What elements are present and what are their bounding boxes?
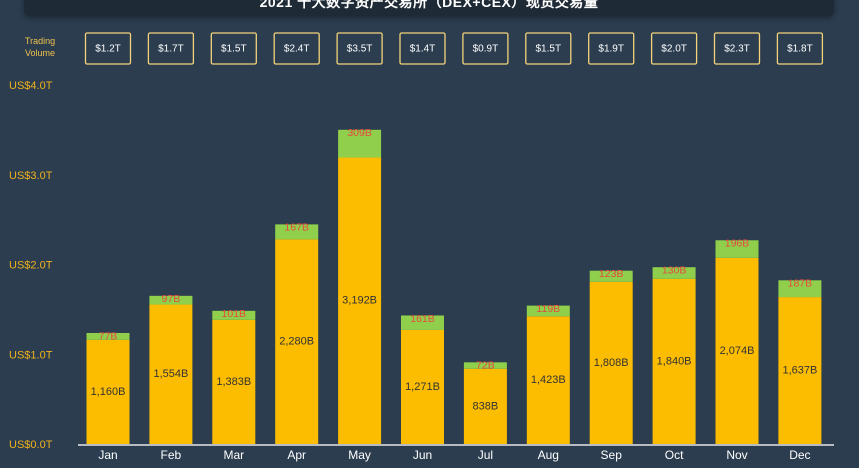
bar-value-label: 1,423B xyxy=(531,374,566,386)
bar-value-label: 838B xyxy=(473,400,499,412)
bar-top-value-label: 167B xyxy=(284,222,309,234)
trading-volume-box xyxy=(650,32,698,65)
bar-segment-main xyxy=(463,368,507,444)
bar-segment-main xyxy=(275,239,319,444)
trading-volume-box xyxy=(776,32,824,65)
trading-volume-box xyxy=(525,32,572,65)
bar-top-value-label: 72B xyxy=(476,360,495,372)
bar-top-value-label: 196B xyxy=(725,238,750,250)
y-tick-label: US$1.0T xyxy=(9,349,53,361)
trading-volume-box xyxy=(336,32,383,65)
trading-volume-box xyxy=(273,32,320,65)
trading-volume-value: $2.3T xyxy=(724,44,750,55)
bar-value-label: 1,554B xyxy=(153,368,188,380)
trading-volume-box xyxy=(588,32,635,65)
bar-value-label: 2,074B xyxy=(720,345,755,357)
bar-top-value-label: 77B xyxy=(99,330,118,342)
bar-value-label: 1,271B xyxy=(405,381,440,393)
bar-segment-top xyxy=(86,332,130,340)
trading-volume-value: $1.5T xyxy=(221,44,247,55)
trading-volume-value: $0.9T xyxy=(473,44,499,55)
bar-top-value-label: 130B xyxy=(662,264,687,276)
bar-value-label: 1,160B xyxy=(91,386,126,398)
bar-segment-main xyxy=(778,297,822,444)
trading-volume-box xyxy=(713,32,761,65)
bar-top-value-label: 119B xyxy=(536,303,560,315)
x-tick-label: Jan xyxy=(98,448,117,462)
bar-segment-main xyxy=(526,316,570,444)
bar-segment-main xyxy=(401,329,444,444)
trading-volume-value: $2.4T xyxy=(284,44,310,55)
bar-segment-main xyxy=(338,157,382,444)
y-tick-label: US$0.0T xyxy=(9,439,53,451)
bar-segment-top xyxy=(338,129,382,158)
bar-top-value-label: 101B xyxy=(222,308,247,320)
x-tick-label: Aug xyxy=(538,448,559,462)
y-tick-label: US$4.0T xyxy=(9,80,53,92)
trading-volume-box xyxy=(462,32,509,65)
bar-segment-main xyxy=(652,278,696,444)
trading-volume-value: $1.9T xyxy=(598,44,624,55)
bar-segment-main xyxy=(86,339,130,444)
trading-volume-value: $1.7T xyxy=(158,44,184,55)
trading-volume-value: $3.5T xyxy=(347,44,373,55)
bar-segment-top xyxy=(652,267,696,279)
bar-segment-top xyxy=(526,305,570,317)
bar-top-value-label: 97B xyxy=(162,293,181,305)
bar-top-value-label: 123B xyxy=(599,268,624,280)
bar-segment-top xyxy=(212,310,256,320)
y-tick-label: US$2.0T xyxy=(9,260,53,272)
trading-volume-box xyxy=(399,32,446,65)
trading-volume-box xyxy=(210,32,257,65)
bar-value-label: 1,840B xyxy=(657,355,692,367)
x-tick-label: Jun xyxy=(413,448,432,462)
bar-value-label: 1,808B xyxy=(594,357,629,369)
bar-segment-top xyxy=(149,295,193,305)
bar-value-label: 1,383B xyxy=(216,376,251,388)
trading-volume-value: $1.8T xyxy=(787,44,813,55)
bar-segment-top xyxy=(275,224,319,240)
x-tick-label: Dec xyxy=(789,448,810,462)
x-tick-label: Nov xyxy=(726,448,747,462)
bar-top-value-label: 187B xyxy=(788,278,813,290)
bar-segment-main xyxy=(715,257,759,444)
bar-top-value-label: 309B xyxy=(347,127,372,139)
x-tick-label: May xyxy=(348,448,371,462)
bar-segment-main xyxy=(212,319,256,444)
x-tick-label: Sep xyxy=(601,448,623,462)
trading-volume-box xyxy=(84,32,132,65)
x-tick-label: Feb xyxy=(161,448,182,462)
bar-segment-top xyxy=(778,280,822,298)
trading-volume-value: $1.2T xyxy=(95,44,121,55)
x-tick-label: Mar xyxy=(223,448,244,462)
bar-segment-main xyxy=(589,281,633,444)
bar-segment-main xyxy=(149,304,193,444)
bar-value-label: 1,637B xyxy=(782,364,817,376)
chart-title: 2021 十大数字资产交易所（DEX+CEX）现货交易量 xyxy=(259,0,599,10)
bar-segment-top xyxy=(715,240,759,258)
bar-value-label: 2,280B xyxy=(279,336,314,348)
trading-volume-value: $1.5T xyxy=(536,44,562,55)
bar-top-value-label: 161B xyxy=(410,313,435,325)
trading-volume-value: $1.4T xyxy=(410,44,436,55)
trading-volume-value: $2.0T xyxy=(661,44,687,55)
title-bar: 2021 十大数字资产交易所（DEX+CEX）现货交易量 xyxy=(24,0,834,16)
bar-value-label: 3,192B xyxy=(342,295,377,307)
bar-segment-top xyxy=(401,315,444,330)
trading-volume-label: Trading Volume xyxy=(24,36,56,58)
bar-segment-top xyxy=(589,270,633,282)
x-tick-label: Apr xyxy=(287,448,306,462)
bar-segment-top xyxy=(463,362,507,369)
x-tick-label: Oct xyxy=(665,448,684,462)
trading-volume-box xyxy=(147,32,195,65)
x-tick-label: Jul xyxy=(478,448,493,462)
y-tick-label: US$3.0T xyxy=(9,170,53,182)
